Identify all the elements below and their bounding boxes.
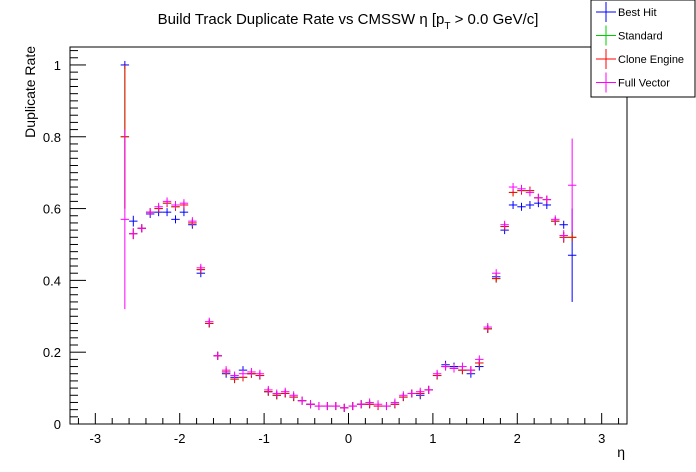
data-point xyxy=(458,362,467,371)
data-point xyxy=(500,220,509,229)
data-point xyxy=(145,208,155,217)
data-point xyxy=(567,138,577,232)
data-point xyxy=(179,199,189,208)
chart-title: Build Track Duplicate Rate vs CMSSW η [p… xyxy=(158,11,539,32)
x-tick-label: 3 xyxy=(598,431,605,446)
legend-item-clone-engine: Clone Engine xyxy=(596,49,684,69)
data-point xyxy=(272,389,281,398)
x-tick-label: -3 xyxy=(90,431,102,446)
chart-title-subscript: T xyxy=(444,21,450,32)
data-point xyxy=(390,398,400,407)
legend: Best Hit Standard Clone Engine Full Vector xyxy=(590,0,696,98)
data-point xyxy=(196,263,206,272)
y-tick-label: 0.2 xyxy=(43,345,61,360)
data-point xyxy=(213,351,222,360)
data-point xyxy=(162,208,172,217)
y-axis-label: Duplicate Rate xyxy=(22,46,38,138)
data-point xyxy=(356,400,366,409)
data-point xyxy=(416,387,425,396)
data-point xyxy=(264,385,273,394)
data-point xyxy=(314,402,324,411)
data-point xyxy=(525,200,535,209)
data-point xyxy=(323,402,332,411)
data-point xyxy=(289,391,298,400)
axis-tick-labels: -3 -2 -1 0 1 2 3 0 0.2 0.4 0.6 0.8 1 xyxy=(43,58,605,446)
data-point xyxy=(205,317,214,326)
x-tick-label: -1 xyxy=(258,431,270,446)
data-point xyxy=(373,400,383,409)
data-point xyxy=(280,387,290,396)
data-point xyxy=(297,396,307,405)
data-point xyxy=(162,197,172,206)
data-point xyxy=(340,403,349,412)
data-series xyxy=(120,60,577,412)
data-point xyxy=(154,202,163,211)
data-point xyxy=(424,385,433,394)
data-point xyxy=(120,129,130,310)
data-point xyxy=(221,366,231,375)
data-point xyxy=(365,398,374,407)
data-point xyxy=(129,215,138,227)
y-tick-label: 0 xyxy=(54,417,61,432)
legend-label: Clone Engine xyxy=(618,54,684,66)
chart-title-tail: > 0.0 GeV/c] xyxy=(450,11,538,28)
y-tick-label: 0.6 xyxy=(43,202,61,217)
y-tick-label: 1 xyxy=(54,58,61,73)
data-point xyxy=(255,369,265,378)
x-tick-label: -2 xyxy=(174,431,186,446)
legend-box xyxy=(590,0,696,98)
legend-item-standard: Standard xyxy=(596,25,663,46)
data-point xyxy=(559,230,568,241)
data-point xyxy=(542,195,552,204)
data-point xyxy=(508,200,518,209)
x-axis-label: η xyxy=(617,444,625,460)
axis-ticks xyxy=(70,50,620,425)
data-point xyxy=(534,193,543,202)
data-point xyxy=(432,369,442,378)
data-point xyxy=(382,402,391,411)
data-point xyxy=(517,184,526,193)
legend-label: Full Vector xyxy=(618,78,670,90)
y-tick-label: 0.4 xyxy=(43,273,61,288)
data-point xyxy=(407,389,417,398)
x-tick-label: 1 xyxy=(429,431,436,446)
data-point xyxy=(399,391,408,400)
data-point xyxy=(491,269,501,278)
data-point xyxy=(230,371,239,380)
y-tick-label: 0.8 xyxy=(43,130,61,145)
data-point xyxy=(559,220,568,229)
data-point xyxy=(179,208,189,217)
data-point xyxy=(466,366,476,375)
data-point xyxy=(348,402,357,411)
legend-label: Standard xyxy=(618,31,663,43)
data-point xyxy=(483,323,492,332)
legend-item-best-hit: Best Hit xyxy=(596,2,657,22)
chart-title-main: Build Track Duplicate Rate vs CMSSW η [p xyxy=(158,11,445,28)
data-point xyxy=(525,188,535,197)
x-tick-label: 2 xyxy=(514,431,521,446)
data-point xyxy=(238,369,248,378)
series-full-vector xyxy=(120,129,577,412)
data-point xyxy=(551,215,560,224)
data-point xyxy=(137,224,146,233)
data-point xyxy=(508,183,518,192)
legend-item-full-vector: Full Vector xyxy=(596,72,670,93)
data-point xyxy=(449,364,459,373)
data-point xyxy=(475,355,484,364)
legend-label: Best Hit xyxy=(618,7,657,19)
data-point xyxy=(129,228,138,240)
data-point xyxy=(171,215,180,224)
data-point xyxy=(517,202,526,211)
data-point xyxy=(441,362,450,371)
data-point xyxy=(331,402,341,411)
data-point xyxy=(567,233,577,242)
data-point xyxy=(171,200,180,209)
x-tick-label: 0 xyxy=(345,431,352,446)
data-point xyxy=(247,367,256,376)
data-point xyxy=(188,217,197,226)
data-point xyxy=(306,400,315,409)
